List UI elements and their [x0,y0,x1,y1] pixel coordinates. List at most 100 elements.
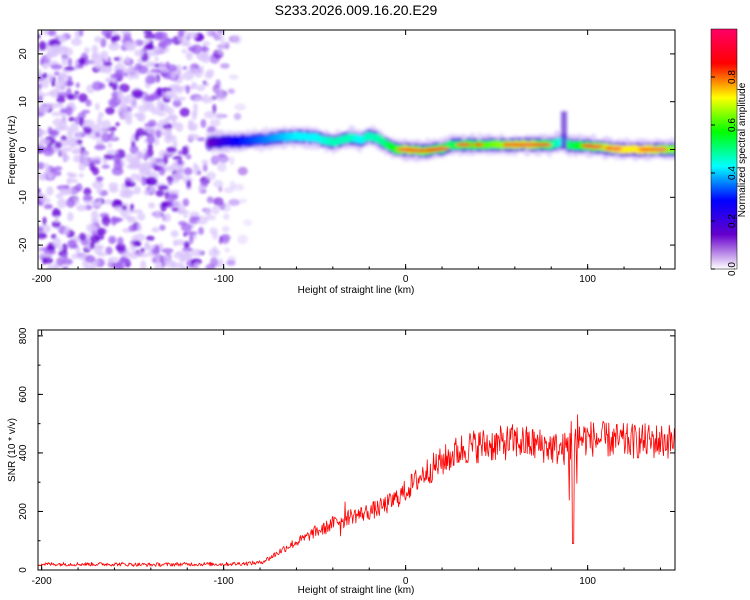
noise-blob [63,47,73,57]
noise-blob [172,200,182,207]
noise-blob [161,261,166,268]
noise-blob [215,94,227,102]
noise-blob [204,82,210,87]
colorbar-frame [710,28,738,270]
noise-blob [43,162,50,168]
noise-blob [173,84,182,92]
noise-blob [101,132,111,143]
noise-blob [164,91,173,99]
noise-blob [215,112,224,120]
colorbar-tick-label: 0.8 [727,70,738,84]
noise-blob [206,196,214,204]
noise-blob [167,64,178,72]
noise-blob [168,189,180,195]
noise-blob [162,155,168,165]
noise-blob [166,175,174,183]
noise-blob [197,170,202,176]
noise-blob [140,260,147,269]
noise-blob [202,93,210,104]
noise-blob [43,204,53,210]
noise-blob [198,185,205,192]
colorbar-gradient [711,29,737,269]
noise-blob [160,202,167,212]
noise-blob [61,114,66,124]
noise-blob [189,234,194,245]
noise-blob [164,133,173,144]
noise-blob [65,198,76,208]
snr-x-tick-label: -100 [214,576,234,587]
noise-blob [108,42,120,51]
noise-blob [166,146,177,153]
snr-line [38,414,675,567]
noise-blob [52,207,61,218]
noise-blob [103,65,113,74]
noise-blob [171,260,176,269]
noise-blob [65,106,73,116]
noise-blob [129,251,138,260]
noise-blob [179,107,190,117]
snr-y-tick-label: 200 [18,503,29,520]
noise-blob [194,67,204,78]
noise-blob [38,247,42,253]
noise-blob [118,103,127,113]
noise-blob [161,87,172,92]
noise-blob [67,212,74,222]
noise-blob [56,95,66,104]
noise-blob [157,185,169,191]
noise-blob [119,92,124,100]
noise-blob [169,114,177,121]
noise-blob [54,141,63,149]
noise-blob [83,56,89,66]
noise-blob [51,44,63,53]
ridge-hot [585,145,604,149]
noise-blob [119,257,131,264]
noise-blob [38,40,47,51]
noise-blob [204,110,216,119]
noise-blob [51,220,61,228]
noise-blob [212,245,218,255]
noise-blob [237,234,248,245]
noise-blob [210,155,220,166]
noise-blob [207,126,216,133]
noise-blob [130,103,138,109]
noise-blob [38,83,42,90]
noise-blob [38,226,44,233]
noise-blob [226,260,236,266]
noise-blob [104,222,109,227]
noise-blob [192,248,203,257]
noise-blob [91,159,101,165]
noise-blob [71,37,82,46]
snr-panel: -200 -100 0 100 0 200 400 600 800 Height of str… [7,327,676,596]
noise-blob [129,145,139,155]
noise-blob [137,253,149,258]
noise-blob [232,34,243,45]
noise-blob [182,198,190,207]
noise-blob [117,236,124,246]
noise-blob [228,74,239,80]
noise-blob [127,73,135,80]
noise-blob [105,107,115,115]
noise-blob [115,122,120,127]
spec-y-tick-label: 20 [18,48,29,60]
ridge-hot [535,143,553,147]
noise-blob [209,119,221,127]
noise-blob [181,145,189,156]
noise-blob [196,84,206,92]
noise-blob [96,251,107,257]
noise-blob [200,119,207,128]
noise-blob [133,186,141,195]
noise-blob [143,95,156,103]
noise-blob [181,48,187,54]
noise-blob [78,93,88,103]
noise-blob [45,166,50,175]
snr-frame [37,329,676,571]
noise-blob [120,96,129,106]
noise-blob [154,56,159,62]
noise-blob [103,153,115,160]
noise-blob [198,226,204,235]
noise-blob [154,210,161,219]
snr-series [38,414,675,567]
noise-blob [69,138,78,149]
noise-blob [52,237,62,248]
noise-blob [224,247,230,253]
